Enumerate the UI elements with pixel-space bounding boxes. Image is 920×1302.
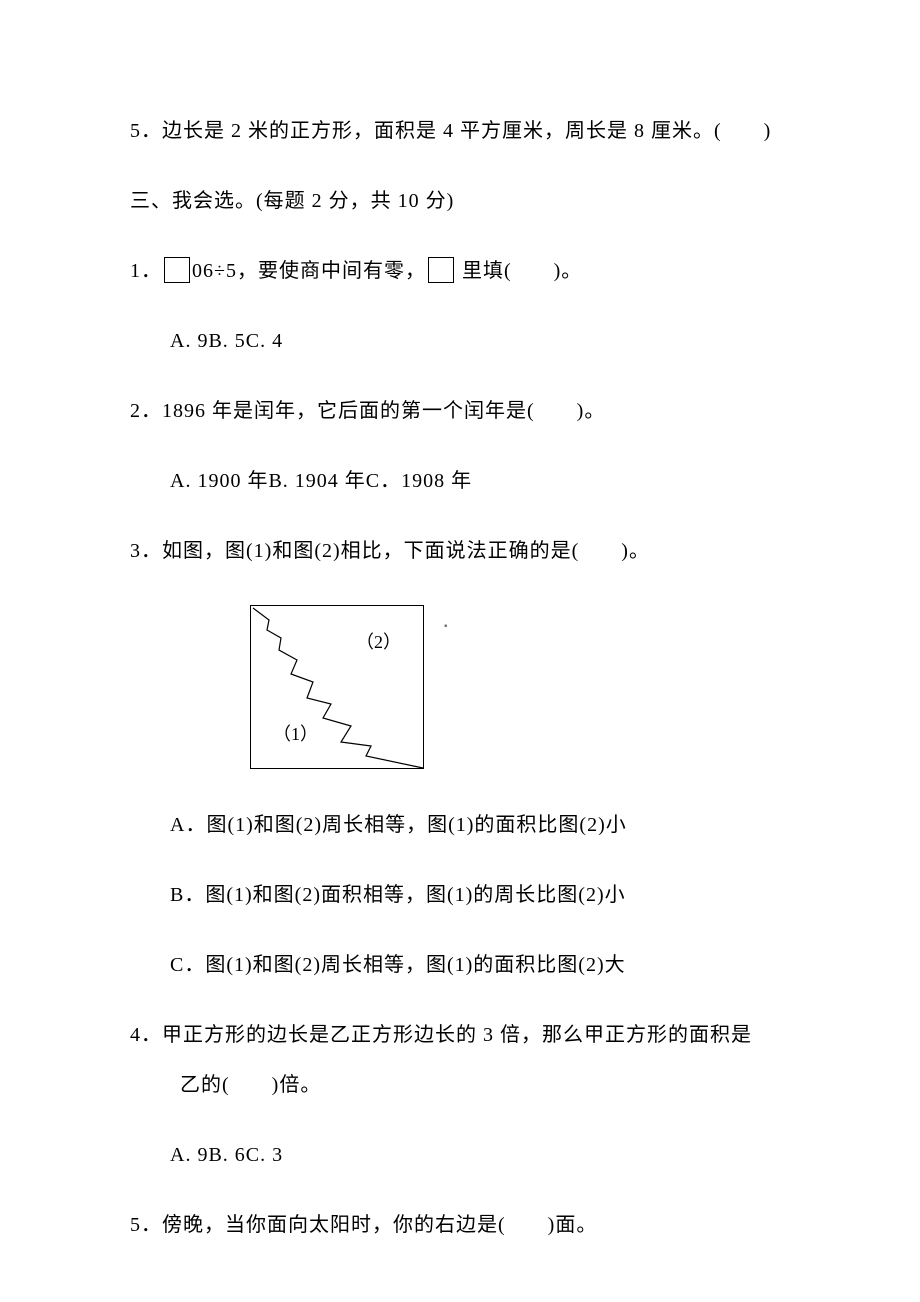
s3-q4-optB: B. 6 <box>208 1144 245 1166</box>
s3-q3-stem: 3．如图，图(1)和图(2)相比，下面说法正确的是( )。 <box>130 535 790 567</box>
figure-label-1: （1） <box>273 720 318 746</box>
figure-square: （2） （1） <box>250 605 424 769</box>
s3-q4-stem-line1: 4．甲正方形的边长是乙正方形边长的 3 倍，那么甲正方形的面积是 <box>130 1019 790 1051</box>
s3-q3-optC: C．图(1)和图(2)周长相等，图(1)的面积比图(2)大 <box>130 949 790 981</box>
s3-q2-options: A. 1900 年B. 1904 年C．1908 年 <box>130 465 790 497</box>
s3-q5-stem: 5．傍晚，当你面向太阳时，你的右边是( )面。 <box>130 1209 790 1241</box>
s3-q1-stem-mid: 06÷5，要使商中间有零， <box>192 260 426 282</box>
s3-q4-optA: A. 9 <box>170 1144 208 1166</box>
s3-q1-options: A. 9B. 5C. 4 <box>130 325 790 357</box>
figure-label-2: （2） <box>356 628 401 654</box>
blank-box-2 <box>428 257 454 283</box>
blank-box-1 <box>164 257 190 283</box>
s3-q1-stem-post: 里填( )。 <box>456 260 582 282</box>
s3-q1-optC: C. 4 <box>246 330 283 352</box>
s3-q3-optB: B．图(1)和图(2)面积相等，图(1)的周长比图(2)小 <box>130 879 790 911</box>
s3-q2-optC: C．1908 年 <box>366 470 472 492</box>
s3-q1-stem: 1． 06÷5，要使商中间有零， 里填( )。 <box>130 255 790 287</box>
section-3-title: 三、我会选。(每题 2 分，共 10 分) <box>130 185 790 217</box>
s3-q1-stem-pre: 1． <box>130 260 162 282</box>
s3-q3-figure: （2） （1） <box>250 605 790 769</box>
s3-q2-optB: B. 1904 年 <box>268 470 365 492</box>
s3-q2-stem: 2．1896 年是闰年，它后面的第一个闰年是( )。 <box>130 395 790 427</box>
page-marker-icon: ▪ <box>444 622 448 632</box>
prev-section-q5: 5．边长是 2 米的正方形，面积是 4 平方厘米，周长是 8 厘米。( ) <box>130 115 790 147</box>
s3-q4-optC: C. 3 <box>246 1144 283 1166</box>
s3-q1-optA: A. 9 <box>170 330 208 352</box>
s3-q3-optA: A．图(1)和图(2)周长相等，图(1)的面积比图(2)小 <box>130 809 790 841</box>
s3-q4-options: A. 9B. 6C. 3 <box>130 1139 790 1171</box>
s3-q2-optA: A. 1900 年 <box>170 470 268 492</box>
s3-q1-optB: B. 5 <box>208 330 245 352</box>
s3-q4-stem-line2: 乙的( )倍。 <box>130 1069 790 1101</box>
